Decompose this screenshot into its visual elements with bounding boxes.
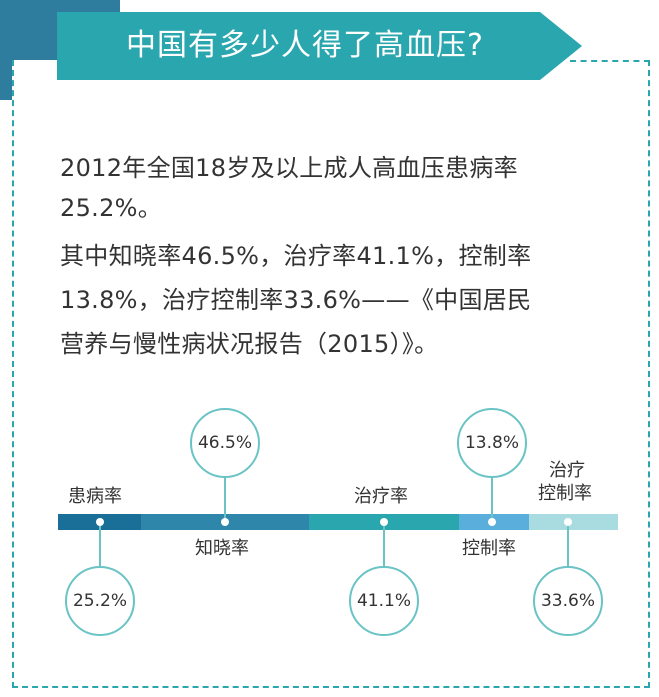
label-control: 控制率 [462, 538, 516, 559]
value-circle-treatment-control: 33.6% [533, 566, 603, 636]
paragraph-line-5: 营养与慢性病状况报告（2015）》。 [60, 330, 439, 358]
segment-treatment-control [529, 514, 618, 530]
dot-prevalence [96, 518, 104, 526]
label-treatment-control-line1: 治疗 [549, 460, 585, 481]
connector-control [491, 478, 493, 522]
connector-treatment-control [567, 522, 569, 566]
paragraph-line-3: 其中知晓率46.5%，治疗率41.1%，控制率 [60, 242, 532, 270]
title-banner [57, 12, 582, 80]
frame-top-dash [570, 60, 650, 62]
connector-awareness [224, 478, 226, 522]
value-circle-treatment: 41.1% [349, 566, 419, 636]
dot-treatment-control [564, 518, 572, 526]
connector-treatment [383, 522, 385, 566]
value-circle-awareness: 46.5% [190, 408, 260, 478]
value-circle-control: 13.8% [457, 408, 527, 478]
label-treatment-control-line2: 控制率 [538, 483, 592, 504]
paragraph-line-4: 13.8%，治疗控制率33.6%——《中国居民 [60, 286, 532, 314]
paragraph-line-1: 2012年全国18岁及以上成人高血压患病率 [60, 154, 518, 182]
label-treatment: 治疗率 [354, 486, 408, 507]
dot-control [488, 518, 496, 526]
label-awareness: 知晓率 [195, 538, 249, 559]
connector-prevalence [99, 522, 101, 566]
dot-awareness [221, 518, 229, 526]
rate-bar [58, 514, 618, 530]
paragraph-line-2: 25.2%。 [60, 194, 163, 222]
label-prevalence: 患病率 [68, 486, 122, 507]
value-circle-prevalence: 25.2% [65, 566, 135, 636]
dot-treatment [380, 518, 388, 526]
page-title: 中国有多少人得了高血压? [126, 28, 484, 63]
